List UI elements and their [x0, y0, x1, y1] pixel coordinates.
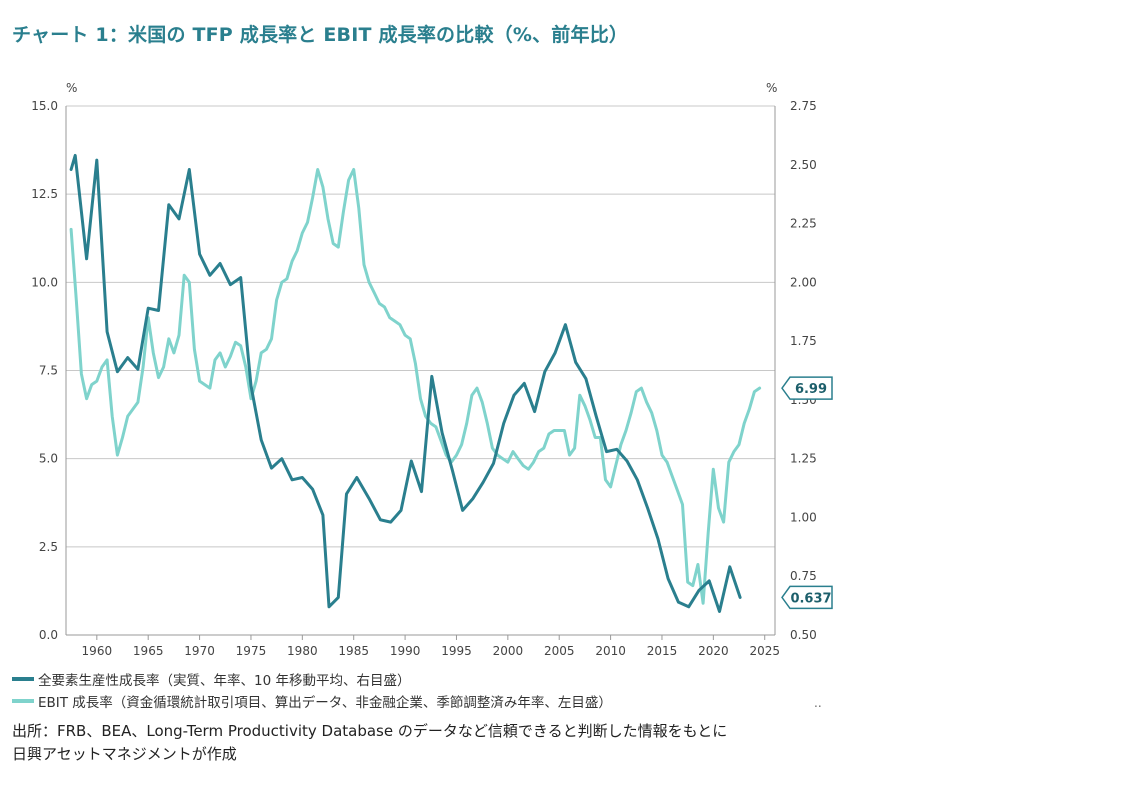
- legend: 全要素生産性成長率（実質、年率、10 年移動平均、右目盛） EBIT 成長率（資…: [12, 668, 612, 712]
- left-tick-label: 10.0: [31, 275, 58, 289]
- x-tick-label: 1975: [236, 644, 267, 658]
- legend-swatch-ebit: [12, 699, 34, 703]
- source-note: 出所：FRB、BEA、Long-Term Productivity Databa…: [12, 720, 812, 766]
- left-tick-label: 7.5: [39, 364, 58, 378]
- legend-item-tfp: 全要素生産性成長率（実質、年率、10 年移動平均、右目盛）: [12, 668, 612, 690]
- right-tick-label: 2.75: [790, 99, 817, 113]
- x-axis: 1960 1965 1970 1975 1980 1985 1990 1995 2000 2005…: [82, 635, 780, 658]
- end-label-tfp: 0.637: [781, 585, 833, 610]
- end-labels: 6.99 0.637: [781, 376, 833, 610]
- x-tick-label: 2025: [749, 644, 780, 658]
- right-tick-label: 0.75: [790, 569, 817, 583]
- series-line-ebit: [69, 168, 762, 605]
- x-tick-label: 2015: [647, 644, 678, 658]
- x-tick-label: 2000: [493, 644, 524, 658]
- x-tick-label: 1960: [82, 644, 113, 658]
- right-axis-unit: %: [766, 81, 777, 95]
- end-label-value: 0.637: [790, 591, 831, 606]
- right-tick-label: 1.00: [790, 510, 817, 524]
- x-tick-label: 1965: [133, 644, 164, 658]
- gridlines: [65, 105, 776, 636]
- chart-title: チャート 1：米国の TFP 成長率と EBIT 成長率の比較（%、前年比）: [12, 24, 629, 46]
- right-tick-label: 2.50: [790, 158, 817, 172]
- x-tick-label: 2020: [698, 644, 729, 658]
- legend-item-ebit: EBIT 成長率（資金循環統計取引項目、算出データ、非金融企業、季節調整済み年率…: [12, 690, 612, 712]
- x-tick-label: 1985: [338, 644, 369, 658]
- left-tick-label: 0.0: [39, 628, 58, 642]
- x-tick-label: 1980: [287, 644, 318, 658]
- source-line-2: 日興アセットマネジメントが作成: [12, 745, 237, 763]
- left-tick-label: 2.5: [39, 540, 58, 554]
- left-tick-label: 15.0: [31, 99, 58, 113]
- legend-swatch-tfp: [12, 677, 34, 681]
- right-axis: 0.500.751.001.251.501.752.002.252.502.75…: [766, 81, 817, 642]
- end-label-ebit: 6.99: [781, 376, 833, 400]
- end-label-box: [781, 585, 833, 610]
- end-label-box: [781, 376, 833, 400]
- right-tick-label: 2.25: [790, 217, 817, 231]
- right-tick-label: 2.00: [790, 275, 817, 289]
- legend-label-ebit: EBIT 成長率（資金循環統計取引項目、算出データ、非金融企業、季節調整済み年率…: [38, 695, 612, 711]
- series-layer: [69, 153, 762, 613]
- x-tick-label: 2010: [595, 644, 626, 658]
- x-tick-label: 1970: [184, 644, 215, 658]
- left-axis-unit: %: [66, 81, 77, 95]
- x-tick-label: 2005: [544, 644, 575, 658]
- right-tick-label: 1.75: [790, 334, 817, 348]
- source-line-1: 出所：FRB、BEA、Long-Term Productivity Databa…: [12, 722, 728, 740]
- series-line-tfp: [69, 153, 742, 613]
- right-tick-label: 1.25: [790, 452, 817, 466]
- left-axis: 0.0 2.5 5.0 7.5 10.0 12.5 15.0%: [31, 81, 77, 642]
- left-tick-label: 12.5: [31, 187, 58, 201]
- ellipsis-mark: ..: [814, 696, 822, 710]
- left-tick-label: 5.0: [39, 452, 58, 466]
- right-tick-label: 0.50: [790, 628, 817, 642]
- x-tick-label: 1995: [441, 644, 472, 658]
- end-label-value: 6.99: [795, 382, 827, 397]
- legend-label-tfp: 全要素生産性成長率（実質、年率、10 年移動平均、右目盛）: [38, 673, 411, 689]
- x-tick-label: 1990: [390, 644, 421, 658]
